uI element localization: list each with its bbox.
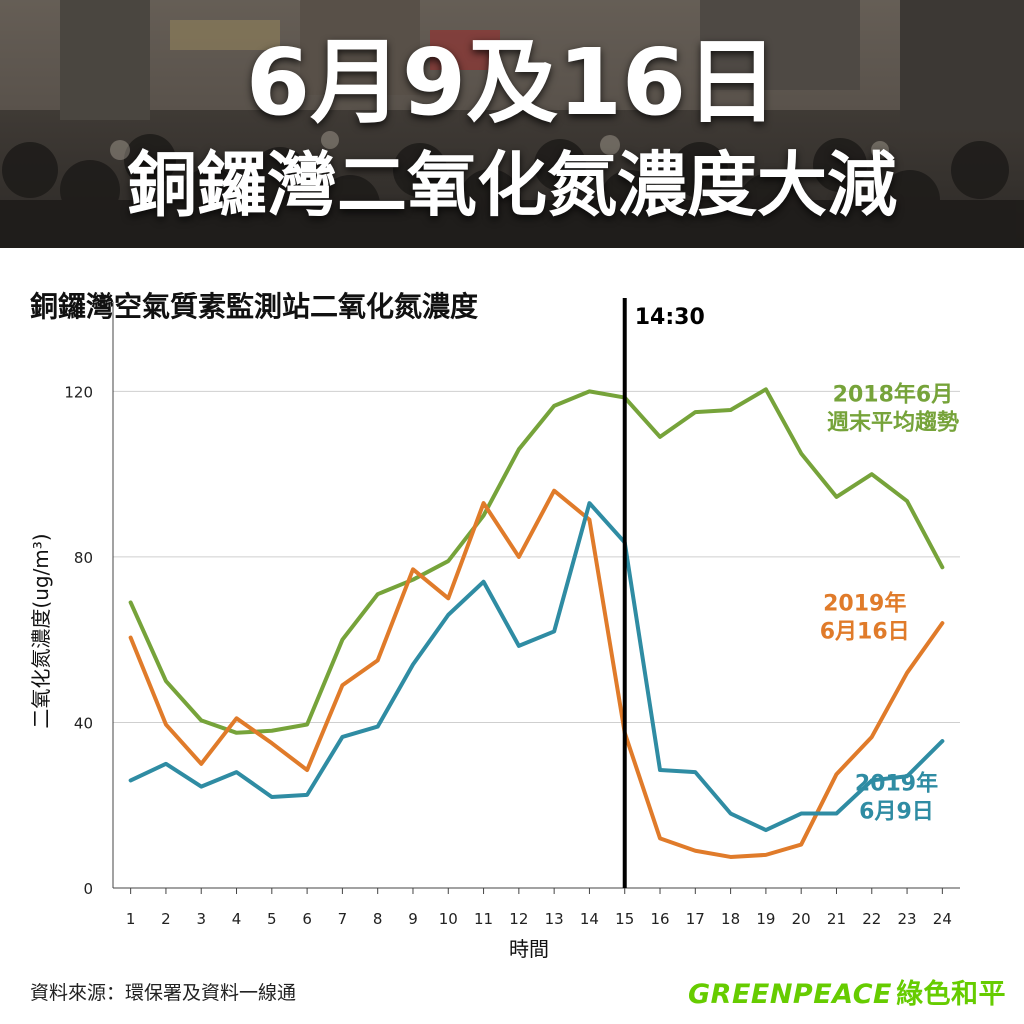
x-tick-label: 10 [439, 910, 458, 928]
x-tick-label: 21 [827, 910, 846, 928]
grid-lines [113, 390, 960, 723]
x-tick-label: 7 [338, 910, 348, 928]
series-label-2: 6月16日 [820, 620, 910, 645]
series-label-3: 2019年 [855, 771, 938, 797]
series-label-1: 2018年6月 [833, 382, 954, 408]
x-tick-label: 4 [232, 910, 242, 928]
x-tick-label: 20 [792, 910, 811, 928]
x-tick-label: 16 [650, 910, 669, 928]
y-axis-label: 二氧化氮濃度(ug/m³) [29, 533, 53, 728]
series-lines [128, 387, 945, 859]
series-line-3 [128, 501, 945, 833]
x-axis-label: 時間 [509, 937, 549, 961]
series-line-2 [128, 488, 945, 859]
x-tick-label: 13 [545, 910, 564, 928]
hero-title-headline: 銅鑼灣二氧化氮濃度大減 [127, 144, 897, 226]
marker-label: 14:30 [635, 305, 705, 330]
x-tick-label: 11 [474, 910, 493, 928]
x-tick-label: 1 [126, 910, 136, 928]
x-tick-label: 18 [721, 910, 740, 928]
logo-text-en: GREENPEACE [688, 979, 892, 1010]
series-label-1: 週末平均趨勢 [827, 410, 959, 436]
x-tick-label: 15 [615, 910, 634, 928]
series-line-1 [128, 387, 945, 735]
chart-title: 銅鑼灣空氣質素監測站二氧化氮濃度 [30, 290, 479, 323]
series-label-2: 2019年 [823, 591, 906, 617]
y-tick-label: 120 [64, 383, 93, 401]
x-tick-label: 8 [373, 910, 383, 928]
greenpeace-logo: GREENPEACE 綠色和平 [688, 972, 1006, 1011]
data-source: 資料來源：環保署及資料一線通 [30, 982, 297, 1004]
hero-title-date: 6月9及16日 [245, 29, 779, 136]
x-tick-label: 24 [933, 910, 952, 928]
x-tick-label: 5 [267, 910, 277, 928]
x-tick-label: 19 [756, 910, 775, 928]
logo-text-cn: 綠色和平 [896, 979, 1006, 1010]
x-tick-label: 3 [196, 910, 206, 928]
y-tick-label: 0 [83, 880, 93, 898]
x-tick-label: 6 [302, 910, 312, 928]
y-tick-label: 80 [74, 549, 93, 567]
x-tick-label: 17 [686, 910, 705, 928]
x-tick-label: 2 [161, 910, 171, 928]
x-tick-label: 23 [898, 910, 917, 928]
y-tick-label: 40 [74, 714, 93, 732]
x-tick-label: 14 [580, 910, 599, 928]
x-tick-label: 9 [408, 910, 418, 928]
hero-banner: 6月9及16日 銅鑼灣二氧化氮濃度大減 [0, 0, 1024, 248]
series-label-3: 6月9日 [859, 800, 934, 825]
crowd-photo [0, 0, 1024, 248]
x-tick-label: 22 [862, 910, 881, 928]
time-marker: 14:30 [622, 298, 705, 888]
x-tick-label: 12 [509, 910, 528, 928]
